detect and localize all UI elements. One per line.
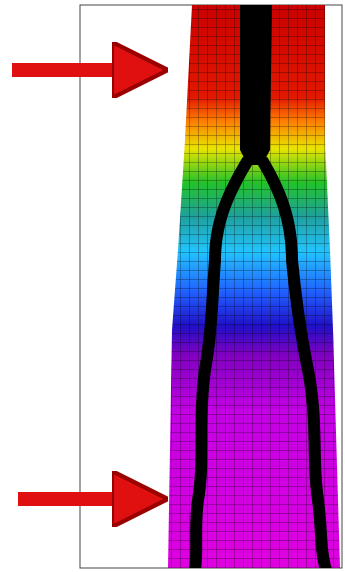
page <box>0 0 345 572</box>
figure <box>0 0 345 572</box>
central-crack <box>240 5 272 165</box>
